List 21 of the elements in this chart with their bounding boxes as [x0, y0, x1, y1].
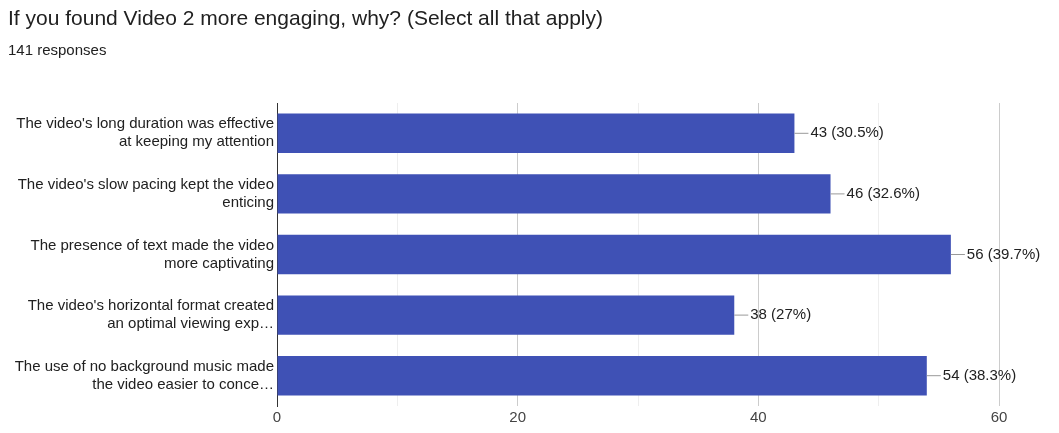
x-tick-label: 20	[509, 408, 527, 426]
bar	[277, 356, 927, 396]
data-label: 38 (27%)	[750, 305, 812, 323]
y-tick-label: The video's horizontal format created an optimal viewing exp…	[27, 296, 274, 332]
y-tick-label: The video's slow pacing kept the video enticing	[17, 175, 274, 211]
x-tick-label: 60	[990, 408, 1008, 426]
data-label: 46 (32.6%)	[846, 184, 920, 202]
x-tick-label: 40	[749, 408, 767, 426]
bar	[277, 234, 951, 275]
data-label: 56 (39.7%)	[966, 244, 1041, 262]
bar	[277, 113, 795, 153]
chart-title: If you found Video 2 more engaging, why? (Select all that apply)	[8, 6, 603, 30]
text: 141 responses	[8, 41, 107, 58]
data-label: 43 (30.5%)	[810, 123, 884, 141]
y-tick-label: The video's long duration was effective at keeping my attention	[16, 114, 274, 150]
bar	[277, 295, 735, 335]
y-tick-label: The presence of text made the video more captivating	[30, 235, 274, 271]
bar	[277, 174, 831, 214]
x-tick-label: 0	[272, 408, 282, 426]
y-tick-label: The use of no background music made the video easier to conce…	[14, 356, 274, 392]
data-label: 54 (38.3%)	[942, 365, 1017, 383]
